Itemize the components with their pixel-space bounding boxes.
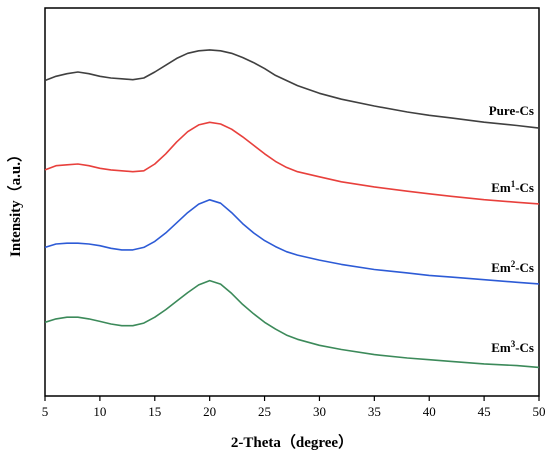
series-line-em3-cs — [44, 279, 540, 369]
y-axis-title: Intensity（a.u.） — [6, 147, 24, 257]
x-tick-label: 15 — [148, 404, 161, 419]
series-label-pure-cs: Pure-Cs — [489, 103, 534, 118]
series-label-em2-cs: Em2-Cs — [491, 259, 534, 275]
x-tick-label: 50 — [533, 404, 546, 419]
x-tick-label: 25 — [258, 404, 271, 419]
x-tick-label: 40 — [423, 404, 436, 419]
series-line-em2-cs — [44, 199, 540, 285]
x-axis-title: 2-Theta（degree） — [231, 433, 353, 451]
x-tick-label: 20 — [203, 404, 216, 419]
series-label-em1-cs: Em1-Cs — [491, 179, 534, 195]
x-axis-ticks: 5 10 15 20 25 30 35 40 45 50 — [42, 396, 546, 419]
plot-frame — [44, 7, 540, 397]
x-tick-label: 30 — [313, 404, 326, 419]
x-tick-label: 45 — [478, 404, 491, 419]
series-label-em3-cs: Em3-Cs — [491, 339, 534, 355]
x-tick-label: 10 — [93, 404, 106, 419]
x-tick-label: 35 — [368, 404, 381, 419]
series-line-pure-cs — [44, 49, 540, 129]
series-labels: Pure-Cs Em1-Cs Em2-Cs Em3-Cs — [489, 103, 534, 355]
x-tick-label: 5 — [42, 404, 49, 419]
series-line-em1-cs — [44, 121, 540, 205]
series-layer — [44, 49, 540, 369]
